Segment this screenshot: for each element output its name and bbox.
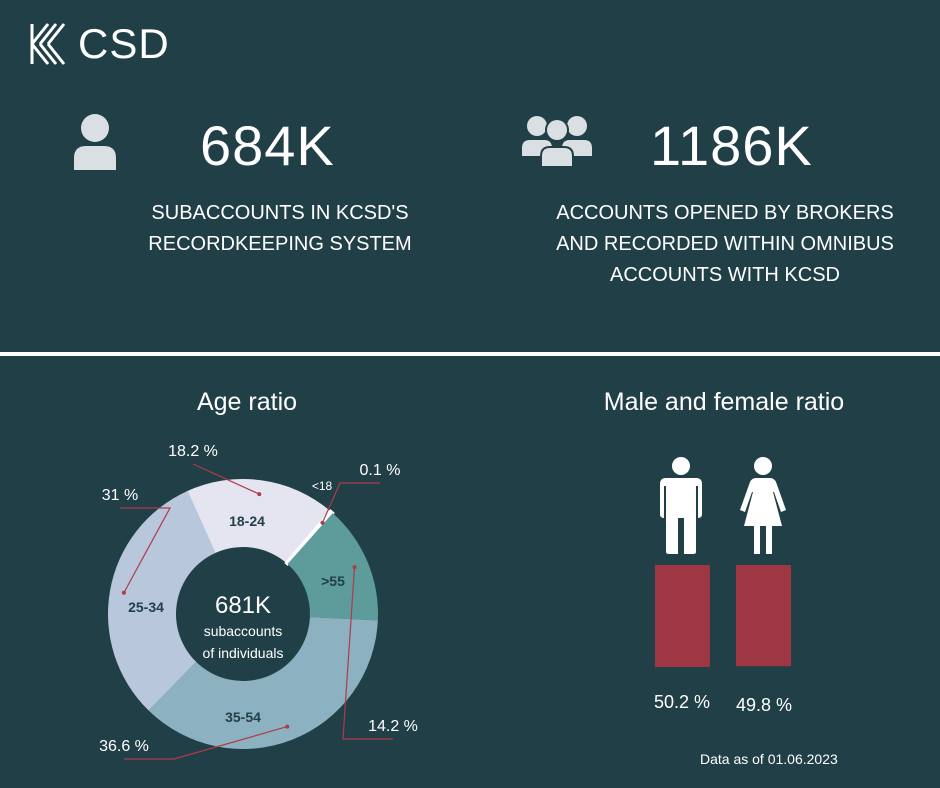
male-icon — [658, 456, 704, 554]
gender-bar-0 — [655, 565, 710, 667]
stat-accounts-line-1: ACCOUNTS OPENED BY BROKERS — [556, 202, 894, 224]
donut-leader-line-1 — [321, 482, 380, 523]
age-ratio-title: Age ratio — [196, 388, 298, 416]
stat-accounts-description: ACCOUNTS OPENED BY BROKERS AND RECORDED … — [520, 198, 930, 291]
male-percent-label: 50.2 % — [653, 692, 711, 712]
donut-leader-dot-1 — [320, 520, 325, 525]
stat-accounts-line-2: AND RECORDED WITHIN OMNIBUS — [556, 233, 894, 255]
stat-accounts-value: 1186K — [650, 114, 813, 177]
donut-value-label-2: 14.2 % — [368, 718, 418, 735]
donut-slice-3 — [148, 617, 378, 749]
donut-leader-dot-0 — [257, 492, 262, 497]
donut-center-line-1: subaccounts — [204, 623, 283, 639]
donut-leader-line-3 — [124, 726, 288, 760]
donut-slice-2 — [287, 513, 378, 621]
gender-bar-chart — [655, 565, 791, 667]
donut-center-line-2: of individuals — [203, 645, 284, 661]
data-date-footnote: Data as of 01.06.2023 — [700, 751, 838, 767]
female-icon — [740, 456, 786, 554]
donut-value-label-1: 0.1 % — [360, 462, 401, 479]
donut-category-label-0: 18-24 — [229, 513, 265, 529]
donut-value-label-0: 18.2 % — [168, 443, 218, 460]
stat-subaccounts-line-2: RECORDKEEPING SYSTEM — [148, 233, 412, 255]
gender-bar-1 — [736, 565, 791, 667]
donut-leader-dot-2 — [352, 565, 357, 570]
person-icon — [72, 112, 118, 170]
donut-leader-line-2 — [342, 567, 393, 740]
stat-subaccounts-description: SUBACCOUNTS IN KCSD'S RECORDKEEPING SYST… — [110, 198, 450, 260]
female-percent-label: 49.8 % — [735, 695, 793, 715]
k-logo-mark-icon — [30, 23, 66, 65]
donut-category-label-3: 35-54 — [225, 709, 261, 725]
donut-category-label-2: >55 — [321, 573, 345, 589]
logo-text: CSD — [78, 20, 170, 67]
section-divider — [0, 352, 940, 356]
donut-value-label-3: 36.6 % — [99, 738, 149, 755]
stat-accounts-line-3: ACCOUNTS WITH KCSD — [610, 264, 840, 286]
donut-slice-0 — [185, 479, 331, 564]
donut-leader-dot-4 — [121, 590, 126, 595]
donut-slice-4 — [107, 490, 216, 711]
donut-leader-line-0 — [192, 463, 260, 495]
donut-value-label-4: 31 % — [102, 487, 138, 504]
donut-leader-dot-3 — [285, 724, 290, 729]
donut-center-value: 681K — [215, 592, 271, 619]
kcsd-logo: CSD — [30, 22, 170, 66]
gender-ratio-title: Male and female ratio — [603, 388, 845, 416]
group-icon — [522, 112, 592, 168]
stat-subaccounts-value: 684K — [200, 114, 335, 177]
donut-category-label-1: <18 — [312, 479, 333, 493]
stat-subaccounts-line-1: SUBACCOUNTS IN KCSD'S — [151, 202, 409, 224]
donut-leader-line-4 — [120, 507, 172, 594]
donut-category-label-4: 25-34 — [128, 599, 164, 615]
age-donut-chart: 18.2 % 18-24 0.1 % <18 14.2 % >55 36.6 % 35-54 3… — [99, 443, 418, 760]
